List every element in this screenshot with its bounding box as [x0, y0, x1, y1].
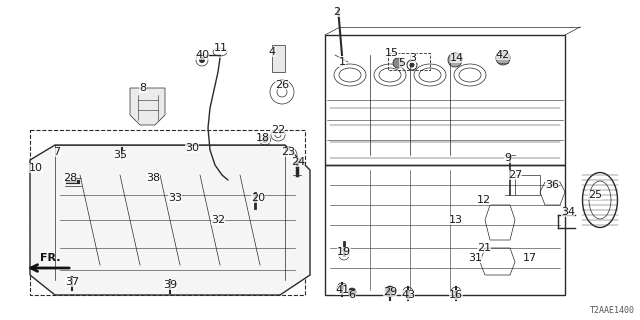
Polygon shape: [272, 45, 285, 72]
Text: 5: 5: [399, 58, 406, 68]
Text: 32: 32: [211, 215, 225, 225]
Text: 39: 39: [163, 280, 177, 290]
Circle shape: [448, 53, 462, 67]
Text: 23: 23: [281, 147, 295, 157]
Circle shape: [117, 153, 127, 163]
Text: 22: 22: [271, 125, 285, 135]
Text: 6: 6: [349, 290, 355, 300]
Text: 4: 4: [268, 47, 276, 57]
Text: 14: 14: [450, 53, 464, 63]
Text: 37: 37: [65, 277, 79, 287]
Text: 1: 1: [339, 57, 346, 67]
Circle shape: [262, 137, 268, 143]
Text: 26: 26: [275, 80, 289, 90]
Text: 19: 19: [337, 247, 351, 257]
Text: 10: 10: [29, 163, 43, 173]
Text: 30: 30: [185, 143, 199, 153]
Text: 7: 7: [53, 147, 61, 157]
Text: 27: 27: [508, 170, 522, 180]
Text: 34: 34: [561, 207, 575, 217]
Text: 42: 42: [496, 50, 510, 60]
Text: 18: 18: [256, 133, 270, 143]
Circle shape: [70, 280, 74, 284]
Text: 12: 12: [477, 195, 491, 205]
Circle shape: [406, 290, 410, 294]
Text: 25: 25: [588, 190, 602, 200]
Text: 9: 9: [504, 153, 511, 163]
Circle shape: [393, 58, 403, 68]
Text: 15: 15: [385, 48, 399, 58]
Polygon shape: [130, 88, 165, 125]
Polygon shape: [30, 145, 310, 295]
Circle shape: [199, 57, 205, 63]
Circle shape: [173, 198, 177, 202]
Text: 13: 13: [449, 215, 463, 225]
Text: 43: 43: [401, 290, 415, 300]
Text: 17: 17: [523, 253, 537, 263]
Text: 40: 40: [195, 50, 209, 60]
Polygon shape: [38, 168, 50, 180]
Circle shape: [348, 288, 356, 296]
Text: 20: 20: [251, 193, 265, 203]
Text: 3: 3: [410, 53, 417, 63]
Circle shape: [252, 197, 258, 203]
Circle shape: [148, 177, 158, 187]
Text: 24: 24: [291, 157, 305, 167]
Text: 36: 36: [545, 180, 559, 190]
Circle shape: [410, 62, 415, 68]
Text: 2: 2: [333, 7, 340, 17]
Text: 29: 29: [383, 287, 397, 297]
Circle shape: [388, 290, 392, 294]
Circle shape: [496, 51, 510, 65]
Circle shape: [340, 286, 344, 290]
Text: 38: 38: [146, 173, 160, 183]
Text: FR.: FR.: [40, 253, 60, 263]
Circle shape: [454, 290, 458, 294]
Text: 21: 21: [477, 243, 491, 253]
Text: 16: 16: [449, 290, 463, 300]
Circle shape: [386, 286, 394, 294]
Text: 33: 33: [168, 193, 182, 203]
Text: 28: 28: [63, 173, 77, 183]
Text: 11: 11: [214, 43, 228, 53]
Text: T2AAE1400: T2AAE1400: [590, 306, 635, 315]
Circle shape: [168, 283, 172, 287]
Text: 35: 35: [113, 150, 127, 160]
Text: 41: 41: [335, 285, 349, 295]
Circle shape: [191, 148, 195, 152]
Text: 8: 8: [140, 83, 147, 93]
Text: 31: 31: [468, 253, 482, 263]
